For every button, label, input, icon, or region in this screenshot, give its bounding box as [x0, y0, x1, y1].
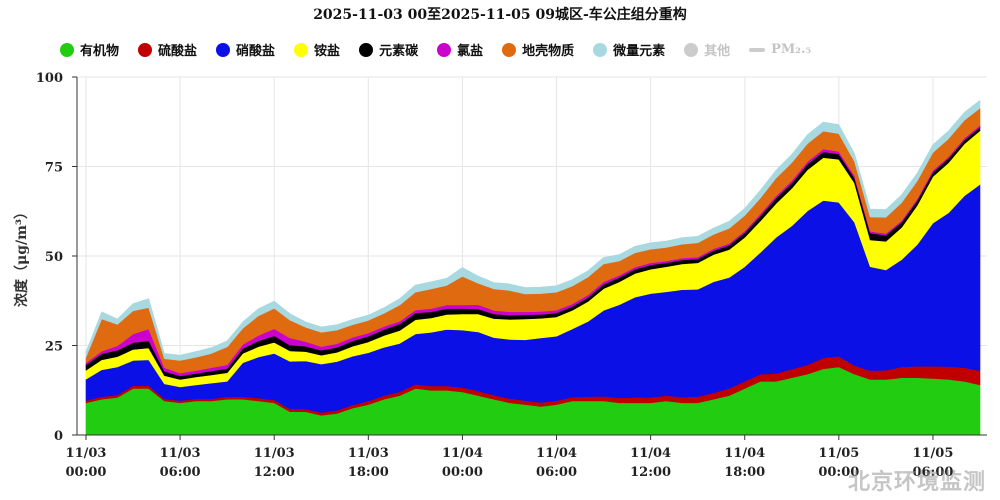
y-tick-label: 100: [36, 71, 63, 86]
x-tick-label-time: 06:00: [912, 465, 953, 480]
chart-legend: 有机物 硫酸盐 硝酸盐 铵盐 元素碳 氯盐 地壳物质 微量元素 其他 PM₂.₅: [60, 40, 830, 59]
legend-item-sulfate[interactable]: 硫酸盐: [138, 40, 197, 59]
legend-dot-icon: [138, 42, 153, 57]
legend-dot-icon: [216, 42, 231, 57]
x-tick-label-date: 11/05: [912, 446, 953, 461]
legend-label: 微量元素: [613, 44, 666, 59]
legend-label: 硫酸盐: [158, 44, 198, 59]
legend-item-crustal[interactable]: 地壳物质: [502, 40, 574, 59]
legend-line-icon: [749, 47, 766, 52]
y-tick-label: 25: [45, 340, 63, 355]
y-tick-label: 50: [45, 250, 63, 265]
legend-item-other[interactable]: 其他: [684, 40, 730, 59]
legend-item-nitrate[interactable]: 硝酸盐: [216, 40, 275, 59]
legend-label: 有机物: [80, 44, 120, 59]
x-tick-label-time: 00:00: [818, 465, 859, 480]
x-tick-label-date: 11/04: [442, 446, 483, 461]
legend-label: 硝酸盐: [236, 44, 276, 59]
y-tick-label: 75: [45, 161, 63, 176]
x-tick-label-time: 12:00: [254, 465, 295, 480]
area-series-7: [85, 100, 981, 361]
x-tick-label-date: 11/04: [630, 446, 671, 461]
x-tick-label-date: 11/05: [818, 446, 859, 461]
legend-label: 元素碳: [379, 44, 419, 59]
x-tick-label-time: 18:00: [348, 465, 389, 480]
legend-label: 铵盐: [314, 44, 341, 59]
legend-item-pm25[interactable]: PM₂.₅: [749, 42, 811, 57]
x-tick-label-time: 18:00: [724, 465, 765, 480]
legend-label: 其他: [704, 44, 731, 59]
legend-dot-icon: [359, 42, 374, 57]
legend-dot-icon: [60, 42, 74, 57]
x-tick-label-time: 06:00: [160, 465, 201, 480]
legend-item-ammonium[interactable]: 铵盐: [294, 40, 340, 59]
legend-item-chloride[interactable]: 氯盐: [437, 40, 483, 59]
legend-item-elemental-carbon[interactable]: 元素碳: [359, 40, 418, 59]
legend-dot-icon: [294, 42, 309, 57]
x-tick-label-date: 11/04: [724, 446, 765, 461]
x-tick-label-time: 06:00: [536, 465, 577, 480]
legend-dot-icon: [593, 42, 608, 57]
legend-label: PM₂.₅: [771, 42, 812, 57]
legend-item-organic[interactable]: 有机物: [60, 40, 119, 59]
legend-dot-icon: [684, 42, 699, 57]
x-tick-label-time: 00:00: [442, 465, 483, 480]
x-tick-label-date: 11/03: [66, 446, 107, 461]
watermark: 北京环境监测: [847, 470, 986, 495]
x-tick-label-date: 11/03: [160, 446, 201, 461]
legend-label: 氯盐: [457, 44, 484, 59]
legend-dot-icon: [502, 42, 517, 57]
legend-label: 地壳物质: [522, 44, 575, 59]
chart-title: 2025-11-03 00至2025-11-05 09城区-车公庄组分重构: [313, 7, 687, 23]
legend-dot-icon: [437, 42, 452, 57]
y-axis-label: 浓度（μg/m³）: [13, 205, 30, 307]
x-tick-label-time: 00:00: [66, 465, 107, 480]
x-tick-label-date: 11/03: [348, 446, 389, 461]
y-tick-label: 0: [54, 429, 63, 444]
legend-item-trace-elements[interactable]: 微量元素: [593, 40, 665, 59]
x-tick-label-date: 11/04: [536, 446, 577, 461]
x-tick-label-date: 11/03: [254, 446, 295, 461]
x-tick-label-time: 12:00: [630, 465, 671, 480]
